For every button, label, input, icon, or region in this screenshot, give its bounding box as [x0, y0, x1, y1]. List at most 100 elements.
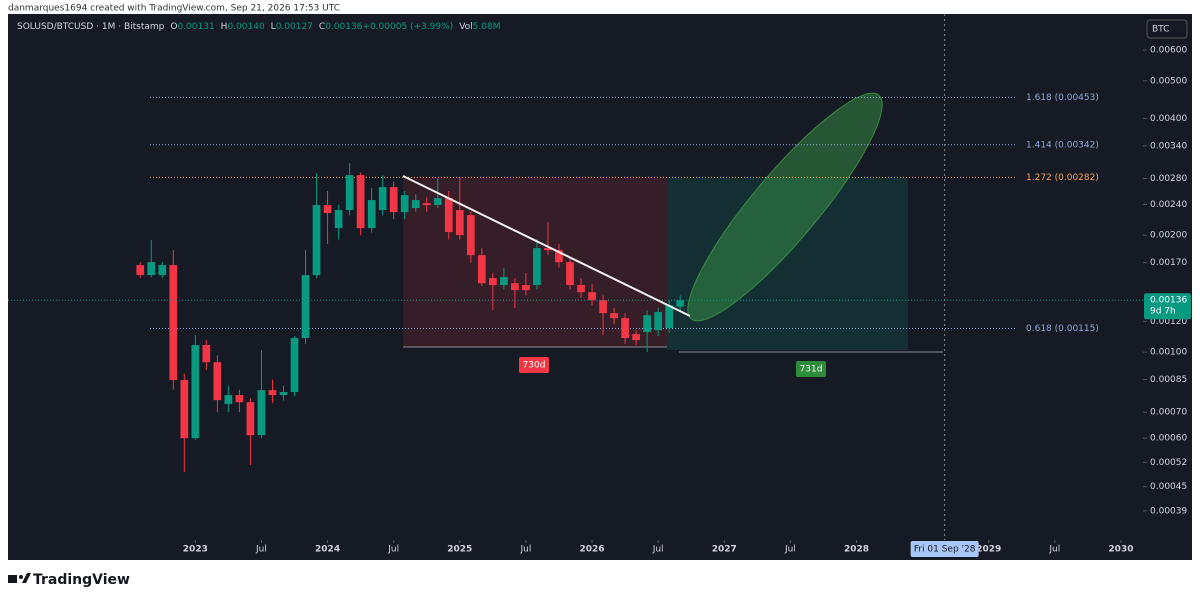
candle-body — [500, 277, 508, 286]
crosshair-label: Fri 01 Sep '28 — [914, 545, 976, 555]
candle-body — [477, 255, 486, 284]
range-badge — [519, 357, 549, 373]
ohlc-key: Vol — [459, 22, 472, 32]
fib-label: 1.618 (0.00453) — [1026, 93, 1099, 103]
candle-body — [466, 215, 475, 256]
candle-body — [246, 402, 255, 436]
ohlc-value: 0.00131 — [177, 22, 214, 32]
x-tick-label: 2023 — [183, 545, 208, 555]
x-tick-label: Jul — [1048, 545, 1060, 555]
candle-body — [488, 278, 497, 286]
candle-body — [334, 210, 343, 229]
last-price-badge — [1144, 293, 1191, 320]
candle-body — [301, 275, 310, 339]
candle-body — [433, 198, 442, 206]
ohlc-value: 0.00140 — [227, 22, 264, 32]
x-tick-label: Jul — [519, 545, 531, 555]
y-tick-label: 0.00070 — [1150, 408, 1187, 418]
candle-body — [643, 315, 651, 333]
candle-body — [632, 334, 640, 341]
candle-body — [367, 200, 376, 229]
last-price-label: 0.00136 — [1150, 296, 1187, 306]
fib-label: 1.414 (0.00342) — [1026, 140, 1099, 150]
candle-body — [147, 262, 156, 276]
symbol-header: SOLUSD/BTCUSD · 1M · Bitstamp O0.00131 H0.… — [17, 22, 500, 32]
candle-body — [621, 318, 629, 339]
ohlc-key: L — [271, 22, 276, 32]
ohlc-value: 0.00136 — [325, 22, 362, 32]
green-range-box — [667, 177, 908, 350]
y-tick-label: 0.00085 — [1150, 375, 1187, 385]
ohlc-value: 5.08M — [473, 22, 501, 32]
x-tick-label: 2030 — [1108, 545, 1133, 555]
candle-body — [268, 390, 277, 396]
candle-body — [312, 205, 321, 276]
y-tick-label: 0.00500 — [1150, 76, 1187, 86]
fib-label: 0.618 (0.00115) — [1026, 324, 1099, 334]
x-tick-label: 2028 — [844, 545, 869, 555]
y-tick-label: 0.00039 — [1150, 506, 1187, 516]
plot: 1.618 (0.00453) 1.414 (0.00342) 1.272 (0.0… — [8, 14, 1143, 540]
ohlc-value: +0.00005 (+3.99%) — [362, 22, 453, 32]
x-tick-label: 2029 — [976, 545, 1001, 555]
projection-ellipse — [687, 92, 883, 322]
candle-body — [588, 292, 596, 301]
range-label: 731d — [800, 365, 823, 375]
logo — [8, 573, 31, 583]
y-tick-label: 0.00400 — [1150, 114, 1187, 124]
candle-body — [566, 262, 574, 286]
x-tick-label: Jul — [652, 545, 664, 555]
candle-body — [654, 312, 663, 331]
candle-body — [422, 203, 431, 206]
candle-body — [257, 390, 266, 436]
candle-body — [279, 392, 288, 396]
candle-body — [555, 250, 563, 263]
candle-body — [577, 285, 585, 293]
candle-body — [599, 300, 607, 314]
y-tick-label: 0.00280 — [1150, 174, 1187, 184]
candle-body — [213, 362, 222, 401]
trend-line — [402, 175, 691, 317]
y-tick-label: 0.00340 — [1150, 141, 1187, 151]
x-tick-label: 2024 — [315, 545, 340, 555]
candle-body — [290, 338, 299, 393]
candle-body — [522, 285, 530, 291]
ohlc-key: O — [170, 22, 177, 32]
y-tick-label: 0.00060 — [1150, 434, 1187, 444]
x-tick-label: 2027 — [712, 545, 737, 555]
range-badge — [796, 361, 826, 377]
candle-body — [533, 248, 541, 286]
candle-body — [235, 395, 244, 403]
candle-body — [191, 344, 200, 439]
candle-body — [180, 380, 189, 439]
symbol: SOLUSD/BTCUSD · 1M · Bitstamp — [17, 22, 165, 32]
candle-body — [323, 205, 332, 214]
currency-badge — [1146, 19, 1188, 39]
candle-body — [158, 265, 167, 276]
x-tick-label: Jul — [784, 545, 796, 555]
candle-body — [610, 313, 618, 319]
candle-body — [511, 283, 519, 291]
chart-panel — [8, 14, 1192, 560]
candle-body — [202, 344, 211, 363]
candle-body — [136, 265, 145, 276]
ohlc-key: H — [221, 22, 228, 32]
ohlc-key: C — [319, 22, 325, 32]
candle-body — [169, 265, 178, 381]
y-tick-label: 0.00100 — [1150, 348, 1187, 358]
x-tick-label: 2025 — [447, 545, 472, 555]
candle-body — [455, 210, 464, 236]
footer-logo: TradingView — [33, 572, 130, 588]
candle-body — [676, 300, 685, 307]
candle-body — [345, 175, 354, 211]
y-tick-label: 0.00240 — [1150, 200, 1187, 210]
candle-body — [378, 187, 387, 211]
fib-label: 1.272 (0.00282) — [1026, 173, 1099, 183]
y-tick-label: 0.00200 — [1150, 231, 1187, 241]
candle-body — [400, 195, 409, 213]
x-tick-label: Jul — [255, 545, 267, 555]
crosshair-badge — [910, 541, 979, 557]
candle-body — [444, 198, 453, 233]
